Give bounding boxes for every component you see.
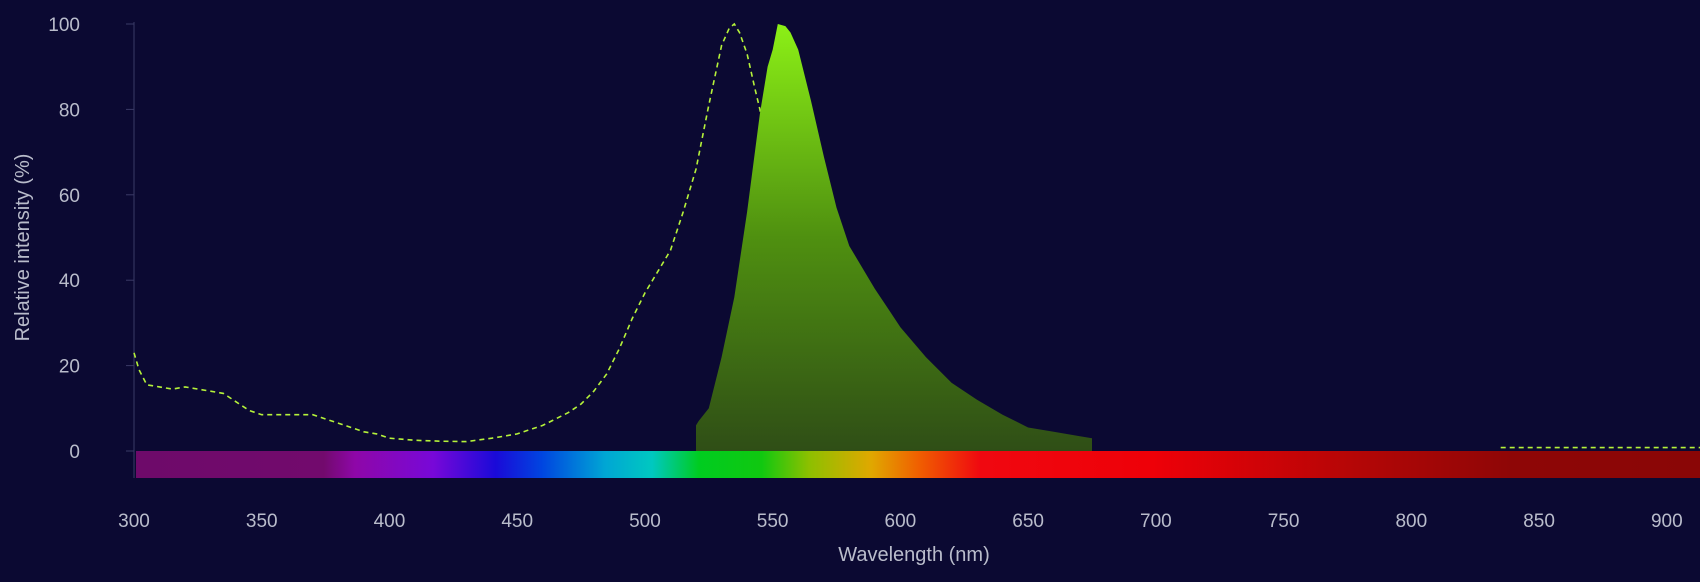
emission-area	[696, 24, 1092, 451]
y-tick-label: 80	[59, 100, 80, 121]
x-tick-label: 800	[1395, 511, 1427, 532]
x-tick-label: 350	[246, 511, 278, 532]
y-tick-label: 0	[69, 442, 80, 463]
series-layer	[133, 22, 1700, 451]
x-tick-label: 650	[1012, 511, 1044, 532]
x-tick-label: 400	[374, 511, 406, 532]
axes	[126, 22, 135, 478]
x-tick-label: 450	[501, 511, 533, 532]
y-tick-label: 60	[59, 186, 80, 207]
x-tick-label: 900	[1651, 511, 1683, 532]
x-tick-label: 600	[885, 511, 917, 532]
spectrum-gradient	[136, 451, 1700, 478]
x-tick-label: 700	[1140, 511, 1172, 532]
y-tick-label: 20	[59, 357, 80, 378]
y-tick-label: 40	[59, 271, 80, 292]
x-tick-label: 550	[757, 511, 789, 532]
x-tick-label: 750	[1268, 511, 1300, 532]
x-axis-label: Wavelength (nm)	[838, 544, 990, 566]
spectrum-bar	[136, 451, 1700, 478]
y-tick-label: 100	[48, 15, 80, 36]
x-tick-label: 850	[1523, 511, 1555, 532]
x-tick-label: 500	[629, 511, 661, 532]
tick-labels: 300 350 400 450 500 550 600 650 700 750 800 850 900 0…	[48, 15, 1682, 532]
y-axis-label: Relative intensity (%)	[12, 154, 34, 342]
x-tick-label: 300	[118, 511, 150, 532]
